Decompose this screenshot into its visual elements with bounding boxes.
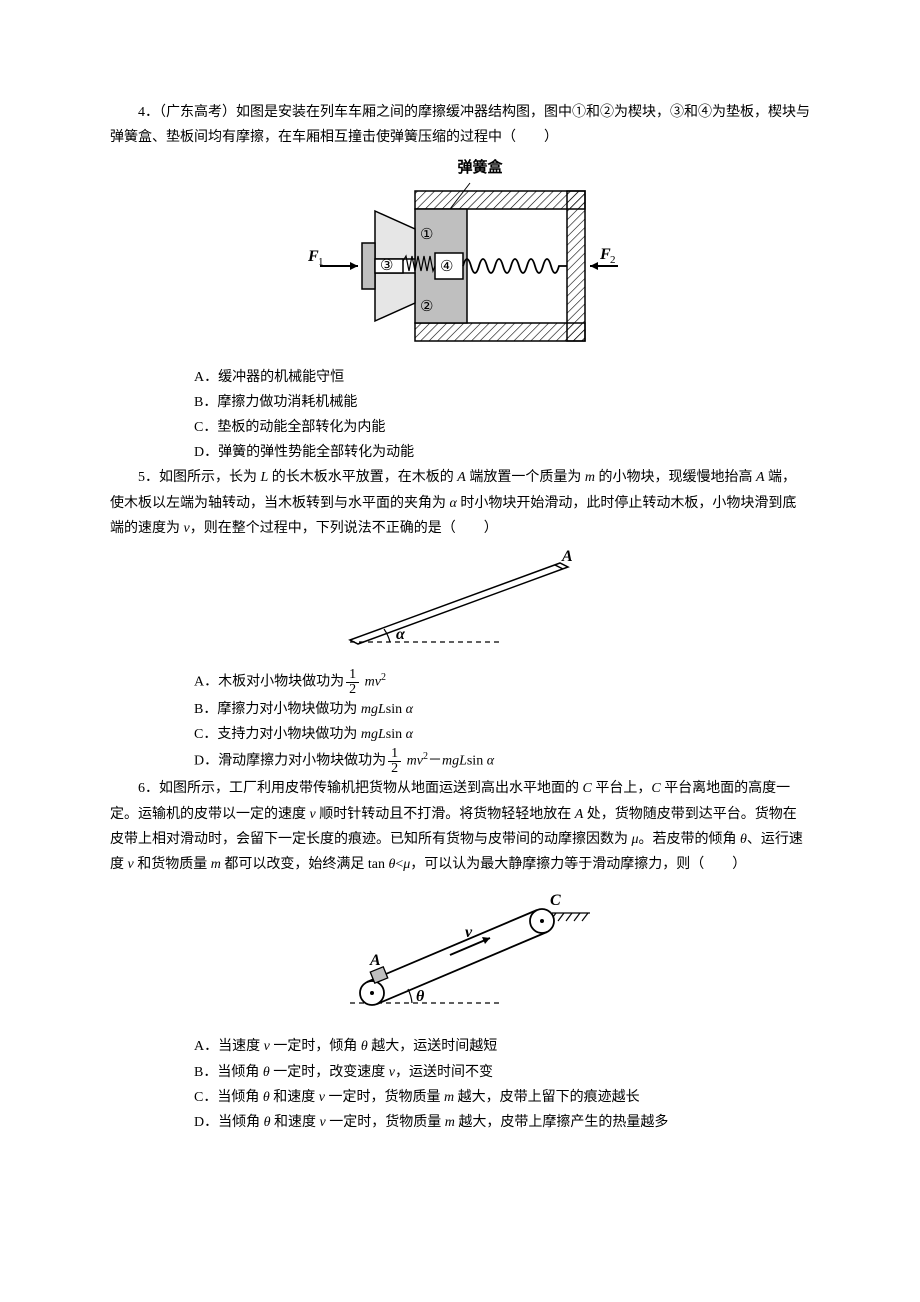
- svg-text:2: 2: [610, 254, 616, 266]
- q4-mark-2: ②: [420, 299, 433, 315]
- q5-diagram: α A: [110, 545, 810, 664]
- q4-spring-box-label: 弹簧盒: [150, 154, 810, 181]
- q6-opt-c[interactable]: C．当倾角 θ 和速度 v 一定时，货物质量 m 越大，皮带上留下的痕迹越长: [194, 1085, 810, 1110]
- q4-opt-c[interactable]: C．垫板的动能全部转化为内能: [194, 415, 810, 440]
- q6-diagram: v θ A C: [110, 881, 810, 1030]
- q5-opt-c[interactable]: C．支持力对小物块做功为 mgLsin α: [194, 722, 810, 747]
- q6-opt-b[interactable]: B．当倾角 θ 一定时，改变速度 v，运送时间不变: [194, 1060, 810, 1085]
- q6-c-label: C: [550, 892, 561, 909]
- q6-stem: 6．如图所示，工厂利用皮带传输机把货物从地面运送到高出水平地面的 C 平台上，C…: [110, 776, 810, 877]
- q6-theta-label: θ: [416, 988, 425, 1005]
- q6-v-label: v: [465, 924, 473, 941]
- svg-text:1: 1: [318, 256, 324, 268]
- q5-a-label: A: [561, 548, 573, 565]
- q4-stem: 4．（广东高考）如图是安装在列车车厢之间的摩擦缓冲器结构图，图中①和②为楔块，③…: [110, 100, 810, 150]
- q5-stem: 5．如图所示，长为 L 的长木板水平放置，在木板的 A 端放置一个质量为 m 的…: [110, 465, 810, 541]
- q4-diagram: 弹簧盒 ① ② ③ ④: [110, 154, 810, 360]
- q6-opt-d[interactable]: D．当倾角 θ 和速度 v 一定时，货物质量 m 越大，皮带上摩擦产生的热量越多: [194, 1110, 810, 1135]
- q5-opt-d[interactable]: D．滑动摩擦力对小物块做功为12 mv2－mgLsin α: [194, 747, 810, 776]
- q6-opt-a[interactable]: A．当速度 v 一定时，倾角 θ 越大，运送时间越短: [194, 1034, 810, 1059]
- q6-a-label: A: [369, 952, 381, 969]
- q4-opt-d[interactable]: D．弹簧的弹性势能全部转化为动能: [194, 440, 810, 465]
- q5-opt-b[interactable]: B．摩擦力对小物块做功为 mgLsin α: [194, 697, 810, 722]
- q4-mark-4: ④: [440, 259, 453, 275]
- q4-opt-b[interactable]: B．摩擦力做功消耗机械能: [194, 390, 810, 415]
- q4-mark-3: ③: [380, 258, 393, 274]
- q4-mark-1: ①: [420, 227, 433, 243]
- q5-alpha-label: α: [396, 626, 406, 643]
- q5-opt-a[interactable]: A．木板对小物块做功为12 mv2: [194, 668, 810, 697]
- q4-opt-a[interactable]: A．缓冲器的机械能守恒: [194, 365, 810, 390]
